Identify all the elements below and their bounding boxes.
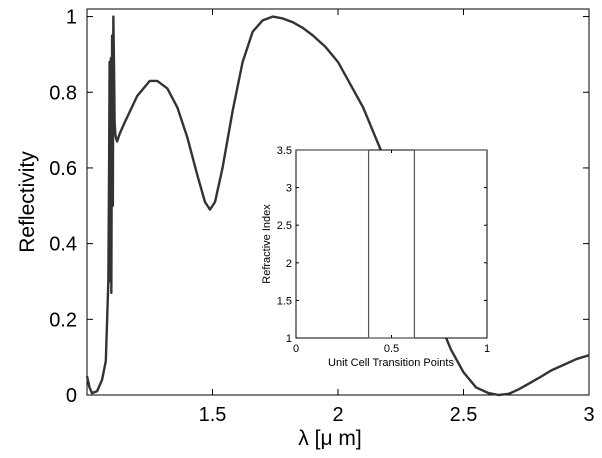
inset-x-axis-label: Unit Cell Transition Points <box>328 357 454 369</box>
main-y-ticks: 0 0.2 0.4 0.6 0.8 1 <box>49 7 589 407</box>
inset-y-axis-label: Refractive Index <box>261 204 273 284</box>
main-plot-area: 1.5 2 2.5 3 0 0.2 0.4 0.6 0.8 1 λ [μ m] Reflecti… <box>16 7 595 450</box>
inset-y-tick-label: 2.5 <box>277 220 292 232</box>
inset-y-tick-label: 3.5 <box>277 145 292 157</box>
main-x-ticks: 1.5 2 2.5 3 <box>199 9 595 426</box>
x-axis-label: λ [μ m] <box>298 427 361 450</box>
main-x-tick-label: 3 <box>583 404 594 426</box>
inset-y-ticks: 1 1.5 2 2.5 3 3.5 <box>277 145 487 345</box>
inset-plot-area: 0 0.5 1 1 1.5 2 2.5 3 3.5 Unit Cell Transition … <box>261 145 490 369</box>
main-y-tick-label: 0.8 <box>49 82 77 104</box>
main-x-tick-label: 1.5 <box>199 404 227 426</box>
inset-x-tick-label: 1 <box>484 343 490 355</box>
reflectivity-curve <box>85 15 590 397</box>
y-axis-label: Reflectivity <box>16 151 39 253</box>
inset-background <box>296 150 487 338</box>
refractive-index-profile <box>296 149 487 339</box>
inset-y-tick-label: 2 <box>286 258 292 270</box>
main-y-tick-label: 0 <box>66 385 77 407</box>
main-y-tick-label: 0.2 <box>49 309 77 331</box>
main-y-tick-label: 0.4 <box>49 234 77 256</box>
inset-y-tick-label: 1 <box>286 333 292 345</box>
inset-x-tick-label: 0.5 <box>384 343 399 355</box>
main-x-tick-label: 2 <box>332 404 343 426</box>
main-y-tick-label: 0.6 <box>49 158 77 180</box>
inset-y-tick-label: 3 <box>286 183 292 195</box>
main-y-tick-label: 1 <box>66 7 77 29</box>
inset-y-tick-label: 1.5 <box>277 295 292 307</box>
main-x-tick-label: 2.5 <box>450 404 478 426</box>
inset-x-tick-label: 0 <box>293 343 299 355</box>
